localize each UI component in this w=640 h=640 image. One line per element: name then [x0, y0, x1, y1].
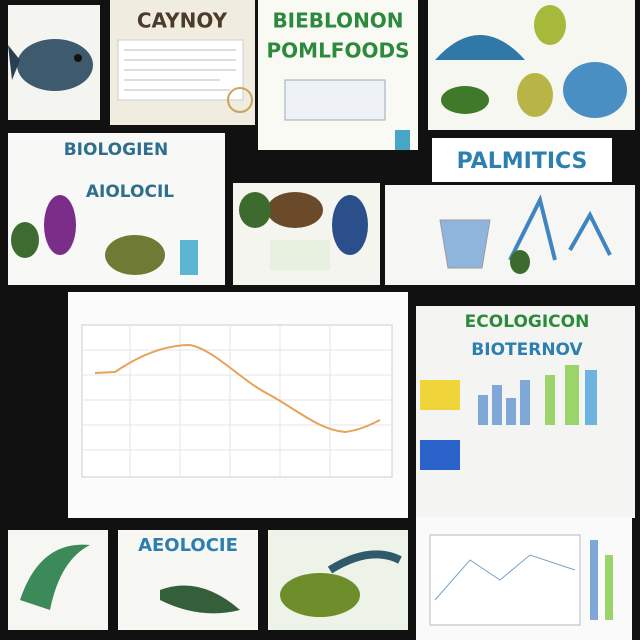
block [420, 440, 460, 470]
label-block [270, 240, 330, 270]
tile-bottom-3 [268, 530, 408, 630]
tile-title: BIEBLONON [272, 9, 403, 33]
fish [327, 550, 402, 574]
mini-chart [284, 79, 386, 121]
eggplant [44, 195, 76, 255]
tile-bg [258, 0, 418, 150]
blue-sphere [563, 62, 627, 118]
tile-subtitle: BIOTERNOV [471, 340, 583, 360]
leaf [441, 86, 489, 114]
decor-bar [590, 540, 598, 620]
trend-line [94, 343, 381, 434]
tile-palmitics: PALMITICS [385, 138, 635, 285]
jar [395, 130, 410, 150]
tile-shapes [428, 0, 635, 130]
tile-biology: BIOLOGIEN AIOLOCIL [8, 133, 225, 285]
tile-title: ECOLOGICON [465, 312, 590, 332]
trend-line [434, 554, 576, 601]
tile-fish [8, 5, 100, 120]
tile-headline: BIEBLONON POMLFOODS [258, 0, 418, 150]
tile-bg [385, 185, 635, 285]
tile-title: CAYNOY [137, 9, 228, 33]
tile-title: AEOLOCIE [138, 535, 238, 556]
tile-title: BIOLOGIEN [64, 140, 169, 160]
decor-bars [478, 365, 597, 425]
tile-bg [118, 530, 258, 630]
vegetable [267, 192, 323, 228]
ornament [227, 87, 253, 113]
plot-area [429, 534, 581, 626]
decor-bar [605, 555, 613, 620]
glass [439, 219, 491, 269]
tile-ecology: ECOLOGICON BIOTERNOV [416, 306, 635, 518]
doc-lines [124, 49, 236, 91]
blue-dome [435, 35, 525, 60]
corn [280, 573, 360, 617]
plot-area [81, 324, 393, 478]
tile-chart [68, 292, 408, 518]
fish-eye [74, 54, 82, 62]
tile-document: CAYNOY [110, 0, 255, 125]
tile-bottom-1 [8, 530, 108, 630]
leaf [160, 585, 240, 614]
vegetable [332, 195, 368, 255]
tile-subtitle: AIOLOCIL [86, 182, 174, 202]
vegetable [105, 235, 165, 275]
tile-bottom-4 [416, 517, 632, 640]
fish-body [17, 39, 93, 91]
tile-title: PALMITICS [457, 149, 588, 174]
fruit [534, 5, 566, 45]
plant [508, 194, 612, 261]
tile-bg [432, 138, 612, 182]
tile-vegetables [233, 183, 380, 285]
leaf [239, 192, 271, 228]
creature [20, 544, 90, 610]
leaf [510, 250, 530, 274]
block [420, 380, 460, 410]
tile-subtitle: POMLFOODS [267, 39, 410, 63]
tile-bottom-2: AEOLOCIE [118, 530, 258, 630]
fish-tail [8, 45, 20, 80]
fruit [517, 73, 553, 117]
leaf [11, 222, 39, 258]
glass [180, 240, 198, 275]
